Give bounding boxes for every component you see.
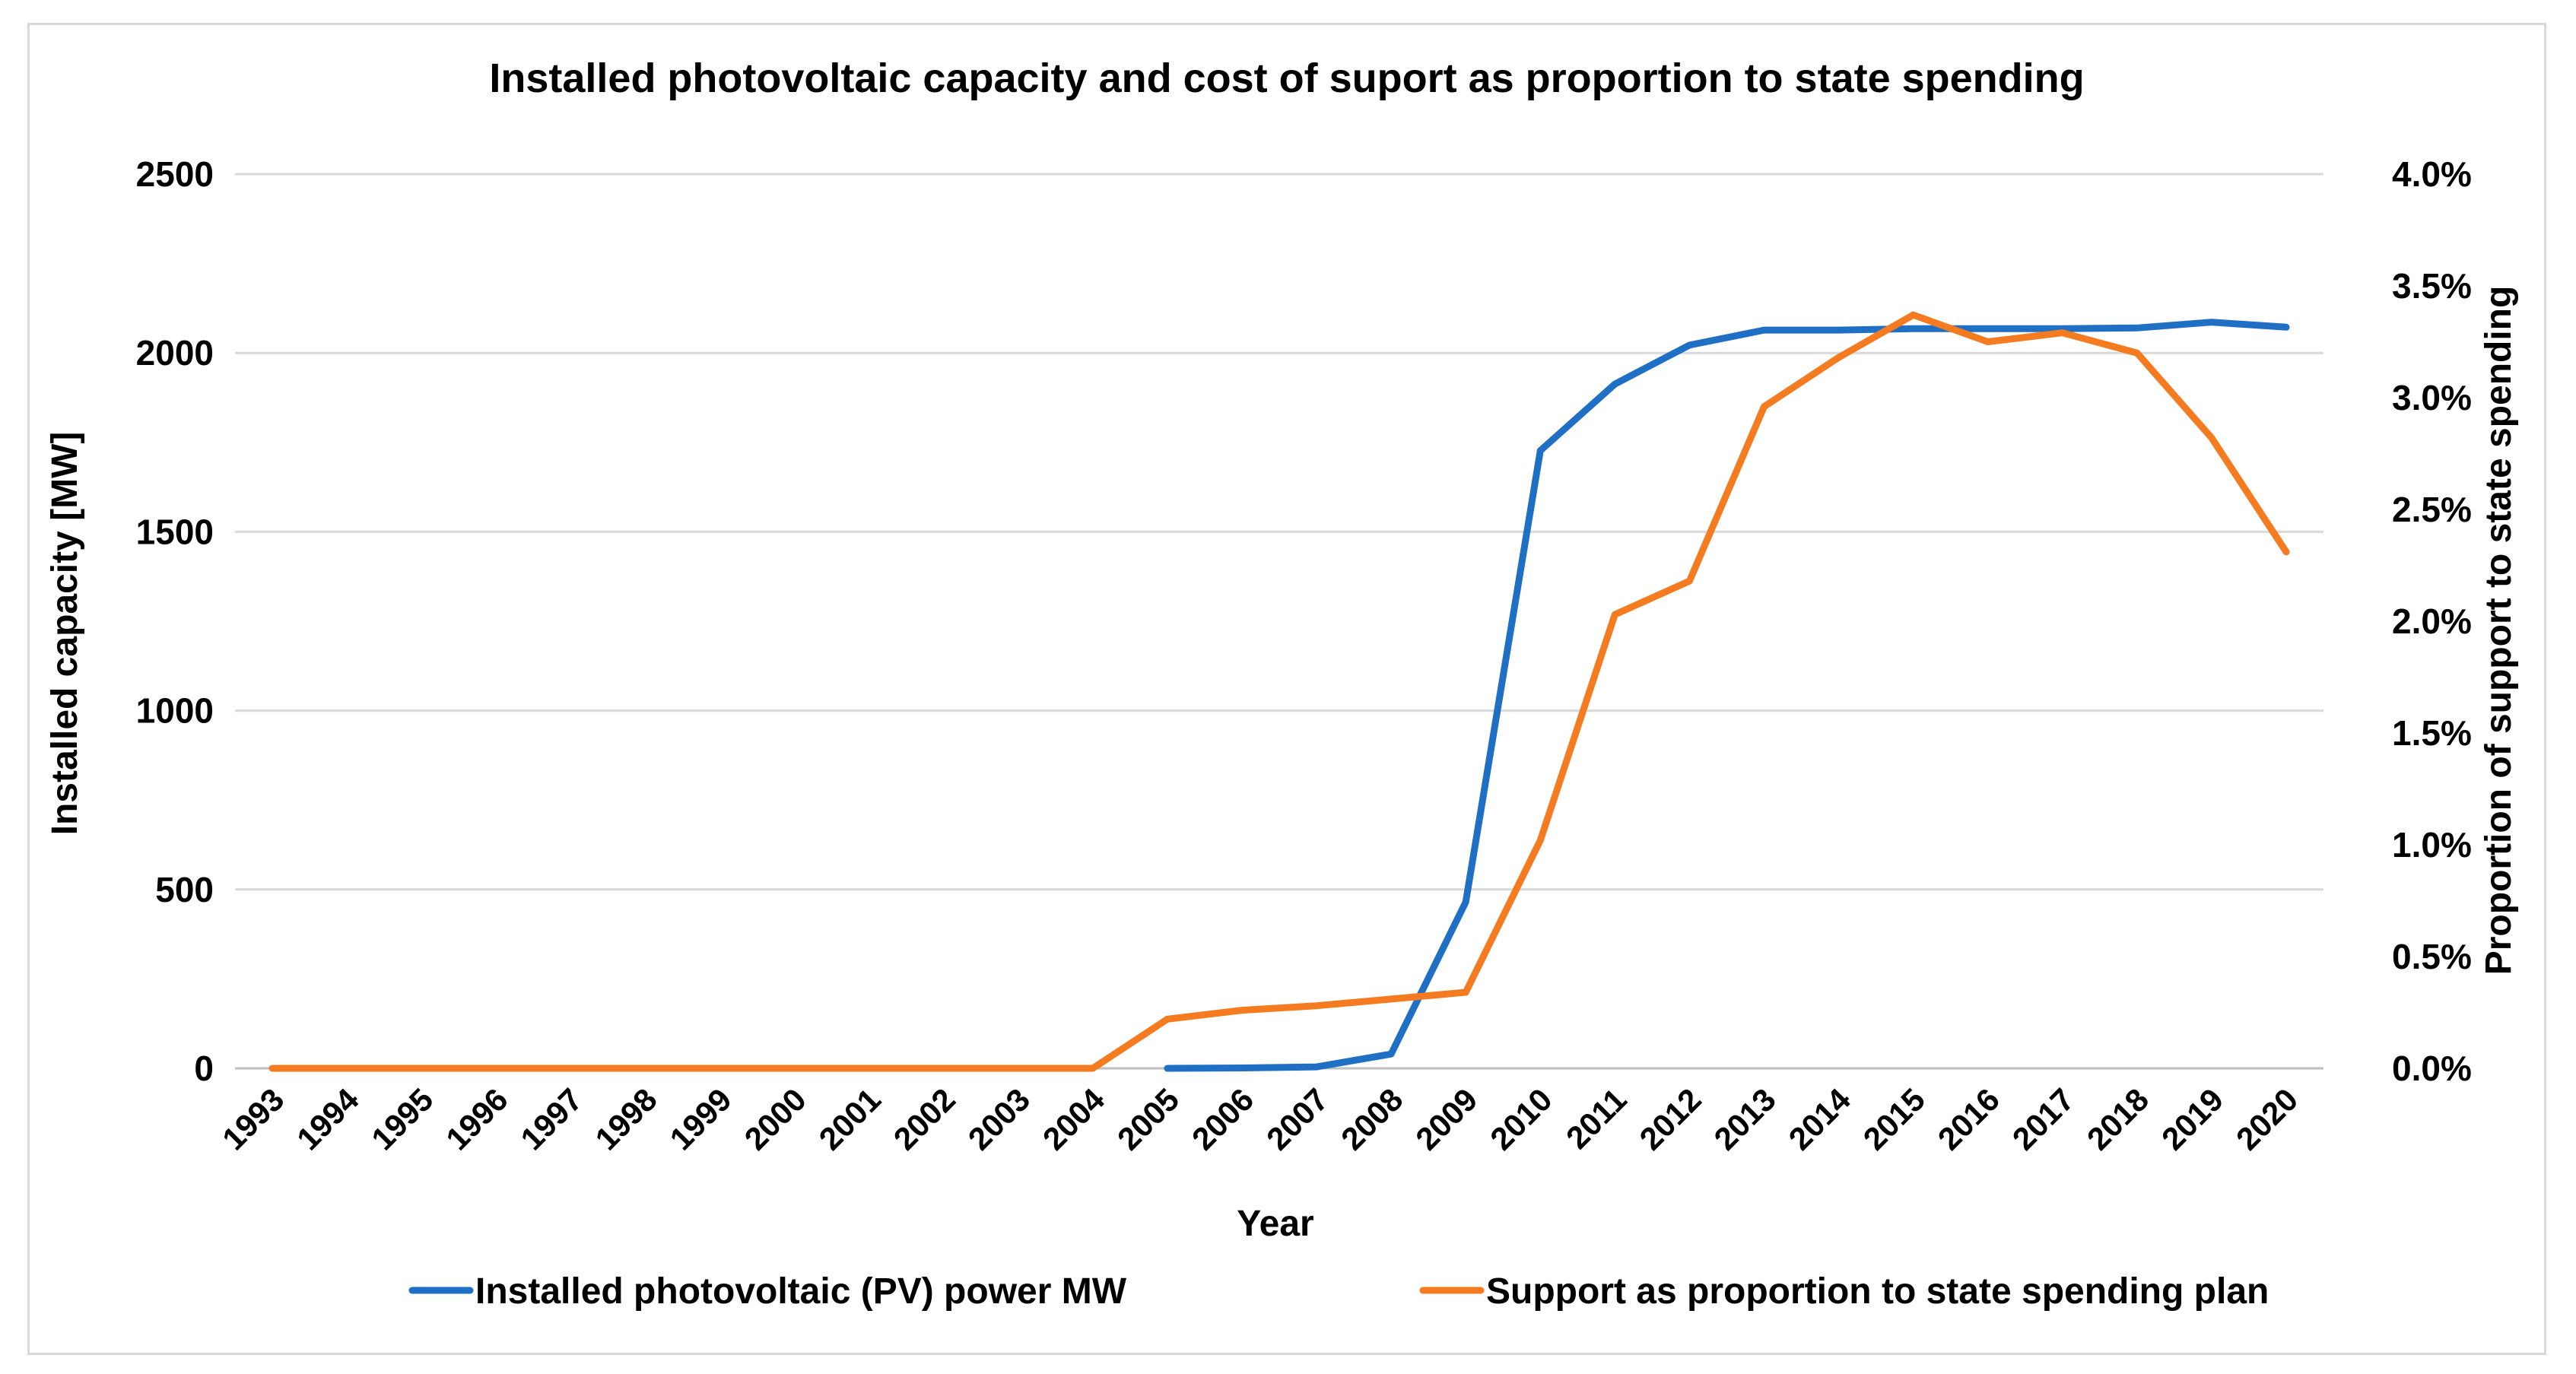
x-tick-label: 2013 <box>1707 1081 1783 1157</box>
right-y-tick-label: 1.5% <box>2392 713 2472 753</box>
legend-label: Installed photovoltaic (PV) power MW <box>475 1271 1127 1312</box>
x-axis-ticks: 1993199419951996199719981999200020012002… <box>215 1081 2304 1157</box>
right-y-axis-ticks: 0.0% 0.5% 1.0% 1.5% 2.0% 2.5% 3.0% 3.5% 4.0% <box>2392 154 2472 1088</box>
right-y-tick-label: 1.0% <box>2392 825 2472 865</box>
left-y-tick-label: 2000 <box>136 333 214 373</box>
left-y-tick-label: 1500 <box>136 512 214 551</box>
x-tick-label: 2020 <box>2229 1081 2304 1157</box>
x-tick-label: 2003 <box>961 1081 1037 1157</box>
x-tick-label: 1995 <box>364 1081 440 1157</box>
chart-frame: Installed photovoltaic capacity and cost… <box>27 23 2546 1355</box>
x-tick-label: 2000 <box>738 1081 813 1157</box>
right-y-tick-label: 3.0% <box>2392 378 2472 417</box>
x-tick-label: 1996 <box>439 1081 514 1157</box>
x-tick-label: 2002 <box>887 1081 962 1157</box>
x-tick-label: 1997 <box>513 1081 589 1157</box>
right-y-tick-label: 0.5% <box>2392 937 2472 976</box>
x-tick-label: 1993 <box>215 1081 291 1157</box>
left-y-axis-ticks: 0 500 1000 1500 2000 2500 <box>136 154 214 1088</box>
x-tick-label: 2009 <box>1409 1081 1484 1157</box>
left-y-axis-label: Installed capacity [MW] <box>45 432 85 836</box>
left-y-tick-label: 500 <box>155 870 214 909</box>
right-y-tick-label: 0.0% <box>2392 1049 2472 1088</box>
left-y-tick-label: 0 <box>194 1049 214 1088</box>
chart-title: Installed photovoltaic capacity and cost… <box>489 56 2084 101</box>
x-tick-label: 2005 <box>1110 1081 1186 1157</box>
x-tick-label: 2001 <box>812 1081 888 1157</box>
legend-label: Support as proportion to state spending … <box>1486 1271 2269 1312</box>
x-tick-label: 2010 <box>1483 1081 1558 1157</box>
support-proportion-series-line <box>268 311 2290 1072</box>
x-tick-label: 1998 <box>588 1081 663 1157</box>
x-tick-label: 2012 <box>1632 1081 1707 1157</box>
x-tick-label: 2015 <box>1857 1081 1932 1157</box>
legend-item: Support as proportion to state spending … <box>1419 1271 2269 1312</box>
left-y-tick-label: 2500 <box>136 154 214 194</box>
x-tick-label: 1994 <box>290 1081 366 1157</box>
x-tick-label: 2011 <box>1559 1081 1634 1156</box>
right-y-tick-label: 3.5% <box>2392 266 2472 306</box>
right-y-tick-label: 2.5% <box>2392 490 2472 529</box>
right-y-tick-label: 2.0% <box>2392 601 2472 641</box>
x-tick-label: 2006 <box>1185 1081 1260 1157</box>
x-tick-label: 2014 <box>1782 1081 1858 1157</box>
x-tick-label: 2019 <box>2155 1081 2230 1157</box>
right-y-tick-label: 4.0% <box>2392 154 2472 194</box>
x-tick-label: 2007 <box>1259 1081 1335 1157</box>
dual-axis-line-chart: Installed photovoltaic capacity and cost… <box>45 56 2519 1312</box>
gridlines <box>235 173 2323 1070</box>
legend-item: Installed photovoltaic (PV) power MW <box>408 1271 1127 1312</box>
legend: Installed photovoltaic (PV) power MW Supp… <box>408 1271 2269 1312</box>
x-tick-label: 2017 <box>2006 1081 2081 1157</box>
x-tick-label: 2016 <box>1931 1081 2006 1157</box>
x-tick-label: 2018 <box>2080 1081 2155 1157</box>
x-tick-label: 2004 <box>1036 1081 1112 1157</box>
right-y-axis-label: Proportion of support to state spending <box>2479 286 2519 976</box>
installed-pv-power-series-line <box>1164 319 2290 1072</box>
x-tick-label: 2008 <box>1334 1081 1409 1157</box>
x-tick-label: 1999 <box>663 1081 738 1157</box>
series-lines <box>268 311 2290 1072</box>
left-y-tick-label: 1000 <box>136 691 214 731</box>
x-axis-label: Year <box>1237 1204 1313 1244</box>
